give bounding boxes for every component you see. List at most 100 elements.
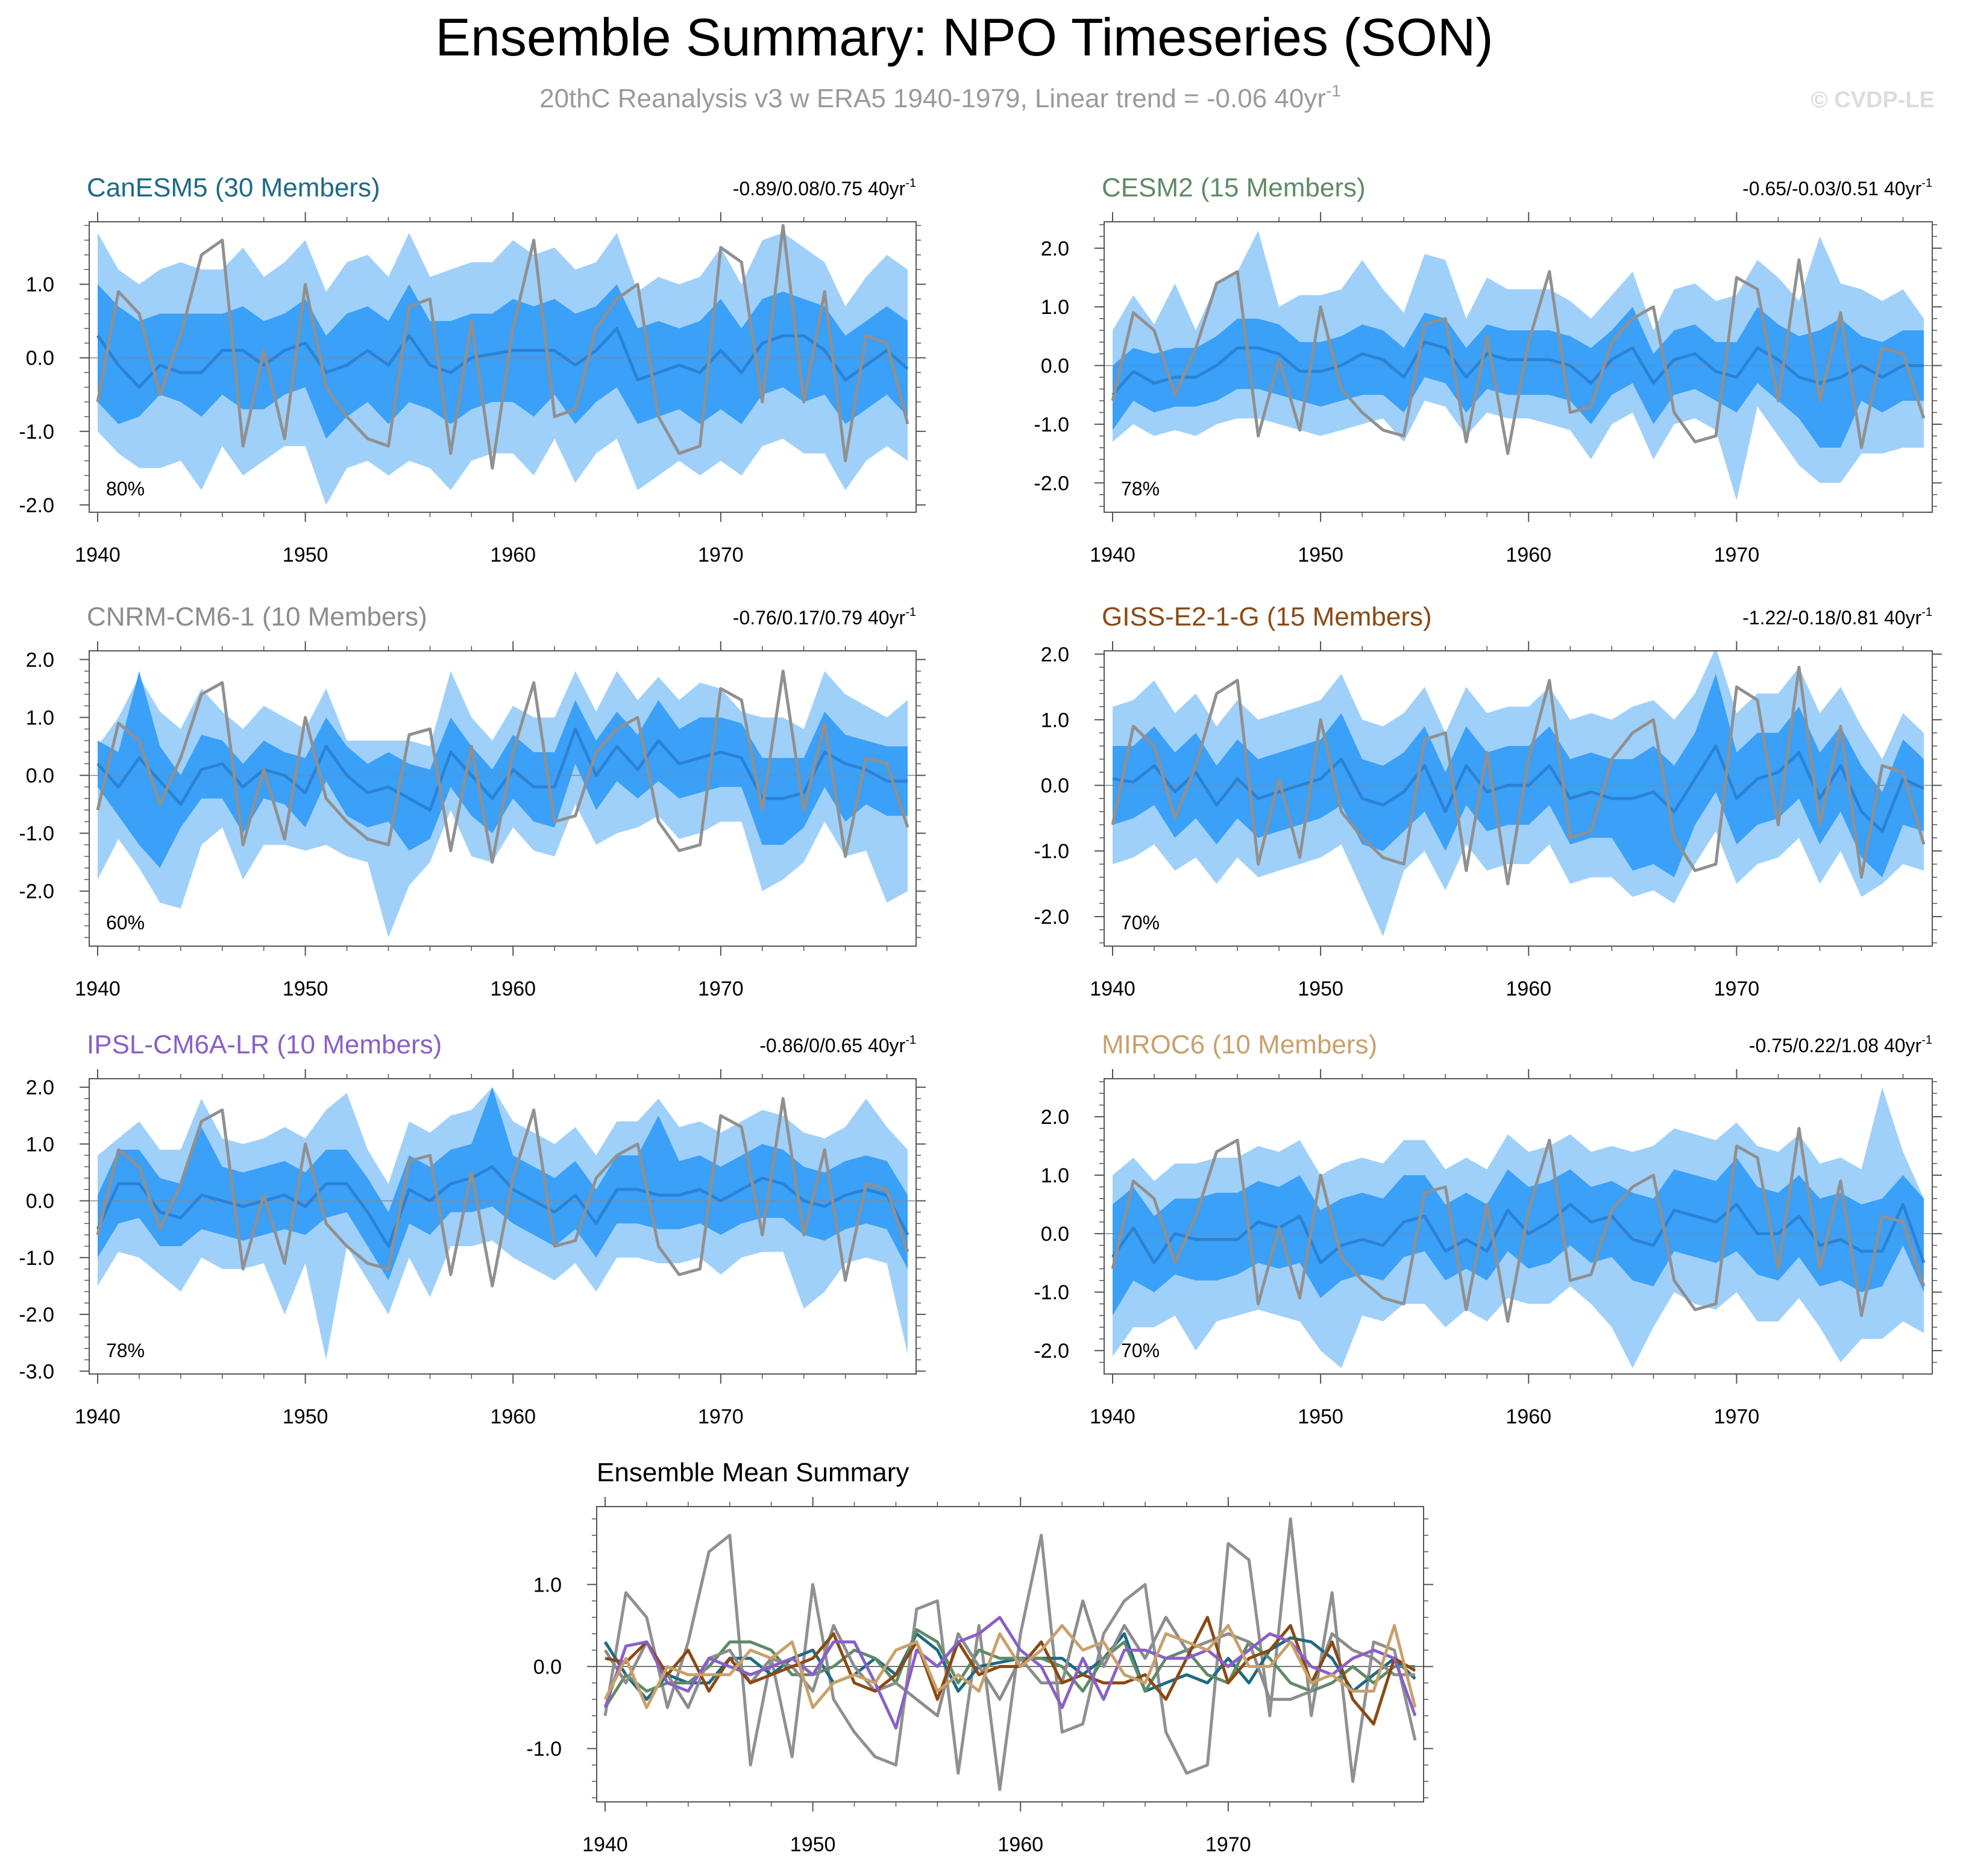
trend-label-sup: -1 bbox=[905, 177, 916, 190]
panel-6: MIROC6 (10 Members) -0.75/0.22/1.08 40yr-… bbox=[1034, 1030, 1942, 1428]
x-tick-label: 1970 bbox=[1714, 544, 1760, 566]
y-tick-label: 0.0 bbox=[26, 1190, 54, 1213]
y-tick-label: 1.0 bbox=[1041, 1164, 1069, 1187]
y-tick-label: 2.0 bbox=[26, 1076, 54, 1099]
percent-label: 78% bbox=[106, 1340, 145, 1361]
x-tick-label: 1960 bbox=[1506, 544, 1551, 566]
plot-area bbox=[89, 1087, 916, 1360]
x-tick-label: 1970 bbox=[1714, 1405, 1760, 1428]
y-tick-label: 1.0 bbox=[533, 1573, 562, 1596]
trend-label-text: -0.65/-0.03/0.51 40yr bbox=[1742, 178, 1921, 199]
y-tick-label: 1.0 bbox=[26, 1133, 54, 1156]
y-tick-label: 1.0 bbox=[1041, 296, 1069, 319]
plot-area bbox=[1104, 230, 1932, 501]
x-tick-label: 1960 bbox=[490, 544, 536, 566]
y-tick-label: -1.0 bbox=[1034, 840, 1069, 863]
y-tick-label: 1.0 bbox=[26, 706, 54, 729]
panels-container: CanESM5 (30 Members) -0.89/0.08/0.75 40yr… bbox=[19, 173, 1942, 1856]
y-tick-label: -1.0 bbox=[1034, 1281, 1069, 1304]
trend-label-text: -0.86/0/0.65 40yr bbox=[759, 1035, 905, 1056]
series-line bbox=[603, 1599, 1415, 1718]
plot-area bbox=[89, 670, 916, 938]
y-tick-label: 1.0 bbox=[1041, 709, 1069, 732]
x-tick-label: 1950 bbox=[283, 544, 328, 566]
trend-label-sup: -1 bbox=[1921, 606, 1932, 619]
y-tick-label: -2.0 bbox=[19, 494, 54, 517]
x-tick-label: 1960 bbox=[997, 1833, 1043, 1856]
x-tick-label: 1950 bbox=[283, 977, 328, 1000]
trend-label-text: -0.89/0.08/0.75 40yr bbox=[733, 178, 906, 199]
trend-label: -0.86/0/0.65 40yr-1 bbox=[759, 1034, 916, 1056]
x-tick-label: 1940 bbox=[75, 544, 121, 566]
y-tick-label: 1.0 bbox=[26, 274, 54, 296]
y-tick-label: -3.0 bbox=[19, 1360, 54, 1383]
trend-label-text: -0.75/0.22/1.08 40yr bbox=[1749, 1035, 1922, 1056]
y-tick-label: 0.0 bbox=[1041, 1223, 1069, 1246]
x-tick-label: 1970 bbox=[1714, 977, 1760, 1000]
y-tick-label: -2.0 bbox=[1034, 1340, 1069, 1363]
ensemble-mean-line bbox=[1112, 744, 1925, 833]
band-inner bbox=[1113, 1158, 1924, 1316]
x-tick-label: 1950 bbox=[1298, 977, 1343, 1000]
x-tick-label: 1940 bbox=[1090, 544, 1135, 566]
plot-frame bbox=[596, 1506, 1424, 1802]
x-tick-label: 1940 bbox=[75, 977, 121, 1000]
percent-label: 70% bbox=[1121, 912, 1160, 933]
observed-line bbox=[1111, 258, 1926, 456]
y-tick-label: -1.0 bbox=[1034, 413, 1069, 436]
trend-label-sup: -1 bbox=[1921, 1034, 1932, 1047]
panel-title: CESM2 (15 Members) bbox=[1102, 173, 1366, 202]
x-tick-label: 1950 bbox=[1298, 544, 1343, 566]
x-tick-label: 1940 bbox=[1090, 977, 1135, 1000]
percent-label: 78% bbox=[1121, 478, 1160, 500]
y-tick-label: 0.0 bbox=[26, 765, 54, 788]
plot-area bbox=[597, 1517, 1424, 1792]
observed-line bbox=[96, 224, 909, 470]
y-tick-label: 0.0 bbox=[1041, 355, 1069, 378]
x-tick-label: 1960 bbox=[1506, 977, 1551, 1000]
series-line bbox=[603, 1623, 1417, 1709]
band-inner bbox=[1113, 674, 1924, 877]
panel-title: IPSL-CM6A-LR (10 Members) bbox=[87, 1030, 442, 1059]
x-tick-label: 1960 bbox=[490, 977, 536, 1000]
y-tick-label: -2.0 bbox=[19, 1303, 54, 1326]
x-tick-label: 1970 bbox=[698, 544, 744, 566]
trend-label-text: -1.22/-0.18/0.81 40yr bbox=[1742, 607, 1921, 629]
plot-area bbox=[1104, 651, 1932, 936]
plot-frame bbox=[1104, 221, 1933, 513]
x-tick-label: 1940 bbox=[1090, 1405, 1135, 1428]
x-tick-label: 1940 bbox=[75, 1405, 121, 1428]
trend-label: -0.75/0.22/1.08 40yr-1 bbox=[1749, 1034, 1932, 1056]
y-tick-label: 0.0 bbox=[26, 347, 54, 370]
observed-line bbox=[1111, 665, 1926, 886]
y-tick-label: -1.0 bbox=[19, 421, 54, 444]
y-tick-label: -1.0 bbox=[526, 1738, 562, 1761]
observed-line bbox=[1111, 1127, 1926, 1323]
y-tick-label: -1.0 bbox=[19, 1247, 54, 1270]
percent-label: 70% bbox=[1121, 1340, 1160, 1361]
trend-label-sup: -1 bbox=[905, 1034, 916, 1047]
page-subtitle: 20thC Reanalysis v3 w ERA5 1940-1979, Li… bbox=[539, 81, 1341, 113]
panel-title: CNRM-CM6-1 (10 Members) bbox=[87, 602, 427, 632]
x-tick-label: 1960 bbox=[1506, 1405, 1551, 1428]
y-tick-label: 2.0 bbox=[1041, 1106, 1069, 1129]
trend-label: -0.65/-0.03/0.51 40yr-1 bbox=[1742, 177, 1932, 199]
panel-5: IPSL-CM6A-LR (10 Members) -0.86/0/0.65 40… bbox=[19, 1030, 926, 1428]
panel-1: CanESM5 (30 Members) -0.89/0.08/0.75 40yr… bbox=[19, 173, 926, 566]
page-title: Ensemble Summary: NPO Timeseries (SON) bbox=[435, 7, 1493, 67]
ensemble-mean-line bbox=[96, 1165, 909, 1248]
series-line bbox=[603, 1632, 1416, 1701]
x-tick-label: 1970 bbox=[698, 977, 744, 1000]
trend-label: -0.89/0.08/0.75 40yr-1 bbox=[733, 177, 916, 199]
panel-2: CESM2 (15 Members) -0.65/-0.03/0.51 40yr-… bbox=[1034, 173, 1942, 566]
x-tick-label: 1970 bbox=[698, 1405, 744, 1428]
page-subtitle-sup: -1 bbox=[1326, 81, 1341, 100]
plot-frame bbox=[89, 1078, 917, 1375]
plot-area bbox=[1104, 1087, 1932, 1369]
plot-frame bbox=[89, 221, 917, 513]
band-outer bbox=[98, 1087, 908, 1360]
y-tick-label: -2.0 bbox=[1034, 906, 1069, 929]
trend-label: -0.76/0.17/0.79 40yr-1 bbox=[733, 606, 916, 629]
x-tick-label: 1950 bbox=[1298, 1405, 1343, 1428]
